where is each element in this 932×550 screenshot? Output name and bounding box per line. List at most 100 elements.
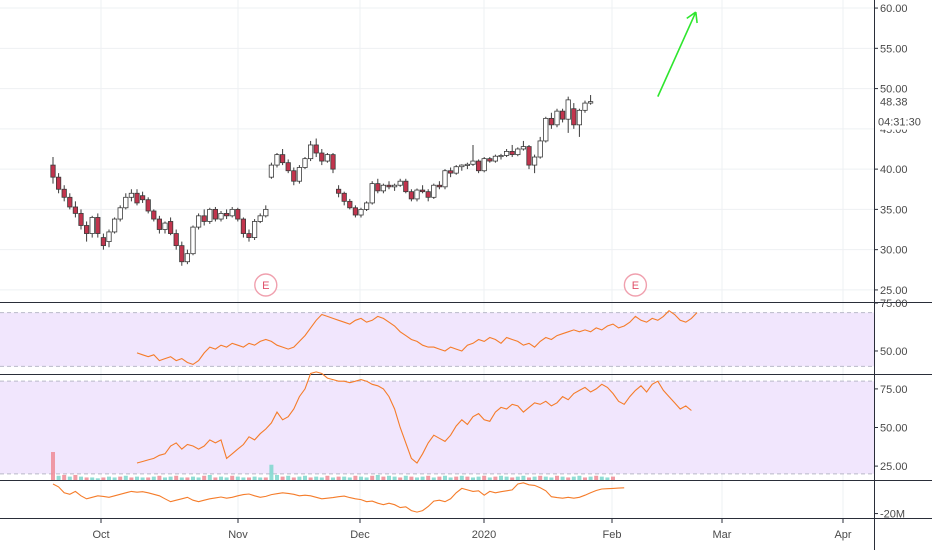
candle-body-up bbox=[363, 202, 370, 210]
candle bbox=[246, 229, 252, 242]
candle-body-up bbox=[307, 144, 314, 160]
volume-bar bbox=[443, 475, 447, 480]
candle bbox=[397, 178, 403, 187]
candle-body-down bbox=[375, 183, 381, 192]
candle bbox=[576, 108, 583, 137]
candle-body-up bbox=[537, 140, 543, 158]
volume-bar bbox=[56, 475, 61, 480]
volume-bar bbox=[577, 475, 582, 480]
volume-bar bbox=[532, 476, 537, 480]
earnings-marker[interactable]: E bbox=[254, 273, 278, 297]
volume-bars bbox=[51, 452, 615, 480]
candle bbox=[408, 189, 415, 202]
volume-bar bbox=[426, 475, 431, 480]
volume-bar bbox=[219, 476, 223, 480]
price-axis[interactable]: 60.0055.0050.0045.0040.0035.0030.0025.00… bbox=[874, 3, 932, 521]
oscillator-1-line bbox=[136, 309, 698, 366]
candle-body-up bbox=[498, 155, 504, 158]
candle-body-up bbox=[520, 146, 527, 150]
volume-bar bbox=[73, 474, 78, 480]
volume-bar bbox=[476, 476, 481, 480]
candle-body-down bbox=[279, 154, 286, 164]
volume-bar bbox=[95, 478, 100, 480]
volume-bar bbox=[235, 476, 240, 480]
candle bbox=[50, 157, 56, 184]
last-price-label: 48.38 bbox=[880, 97, 908, 109]
volume-bar bbox=[387, 475, 391, 480]
candle bbox=[128, 189, 134, 202]
countdown-box bbox=[875, 113, 932, 130]
candle-body-down bbox=[156, 218, 162, 230]
candle-body-down bbox=[61, 188, 67, 198]
candle-body-down bbox=[347, 200, 353, 209]
volume-bar bbox=[549, 477, 554, 480]
earnings-marker[interactable]: E bbox=[623, 273, 648, 297]
candle-body-down bbox=[212, 208, 218, 220]
price-tick-label: 60.00 bbox=[880, 3, 908, 15]
candle bbox=[173, 229, 179, 250]
candle bbox=[425, 189, 431, 202]
candle-body-up bbox=[263, 208, 269, 217]
volume-bar bbox=[247, 477, 251, 480]
volume-bar bbox=[611, 476, 615, 480]
candle-body-up bbox=[184, 253, 190, 263]
time-tick-label: Apr bbox=[834, 529, 851, 541]
volume-bar bbox=[314, 476, 319, 480]
volume-bar bbox=[454, 476, 459, 480]
earnings-circle[interactable] bbox=[623, 273, 648, 297]
volume-bar bbox=[588, 476, 593, 480]
candle-body-up bbox=[543, 117, 549, 142]
candle-body-up bbox=[358, 208, 364, 216]
candle-body-down bbox=[419, 189, 426, 193]
volume-bar bbox=[263, 477, 268, 480]
candle bbox=[436, 181, 443, 190]
candle-body-up bbox=[453, 166, 459, 174]
time-tick-label: Mar bbox=[713, 529, 732, 541]
candle bbox=[78, 209, 84, 230]
candle bbox=[207, 207, 213, 224]
candle bbox=[285, 159, 291, 174]
candle bbox=[363, 201, 370, 211]
candle bbox=[520, 140, 527, 151]
candle bbox=[347, 198, 353, 210]
candle bbox=[123, 193, 129, 210]
candle-body-up bbox=[380, 184, 387, 192]
volume-bar bbox=[571, 476, 576, 480]
candle bbox=[453, 165, 459, 175]
candle-body-down bbox=[78, 213, 84, 226]
time-axis[interactable]: Oct Nov Dec 2020 Feb Mar Apr bbox=[92, 518, 852, 541]
volume-bar bbox=[381, 476, 386, 480]
candle bbox=[470, 144, 476, 166]
volume-bar bbox=[207, 474, 212, 480]
oscillator-band bbox=[0, 312, 874, 367]
candle bbox=[459, 164, 465, 171]
candle bbox=[151, 209, 157, 222]
candle bbox=[403, 178, 409, 194]
candle-body-up bbox=[503, 151, 510, 156]
candle bbox=[229, 206, 235, 218]
candle-body-down bbox=[173, 233, 179, 247]
volume-bar bbox=[415, 477, 419, 480]
volume-bar bbox=[107, 476, 111, 480]
osc-tick-label: 50.00 bbox=[880, 346, 908, 358]
candle bbox=[95, 213, 101, 238]
volume-bar bbox=[493, 476, 498, 480]
volume-bar bbox=[353, 475, 358, 480]
volume-bar bbox=[370, 475, 375, 480]
candle bbox=[72, 201, 78, 218]
candle-body-up bbox=[369, 183, 375, 204]
volume-bar bbox=[202, 475, 207, 480]
volume-bar bbox=[566, 477, 571, 480]
oscillator-band bbox=[0, 381, 874, 474]
candle-body-up bbox=[324, 154, 331, 162]
candle-body-down bbox=[447, 170, 454, 174]
earnings-circle[interactable] bbox=[254, 273, 278, 297]
volume-bar bbox=[118, 476, 123, 480]
osc-tick-label: 75.00 bbox=[880, 298, 908, 310]
candle-body-up bbox=[274, 154, 280, 166]
candle bbox=[375, 178, 381, 194]
osc-tick-label: -20M bbox=[880, 509, 905, 521]
candle bbox=[218, 210, 224, 222]
volume-bar bbox=[437, 476, 442, 480]
